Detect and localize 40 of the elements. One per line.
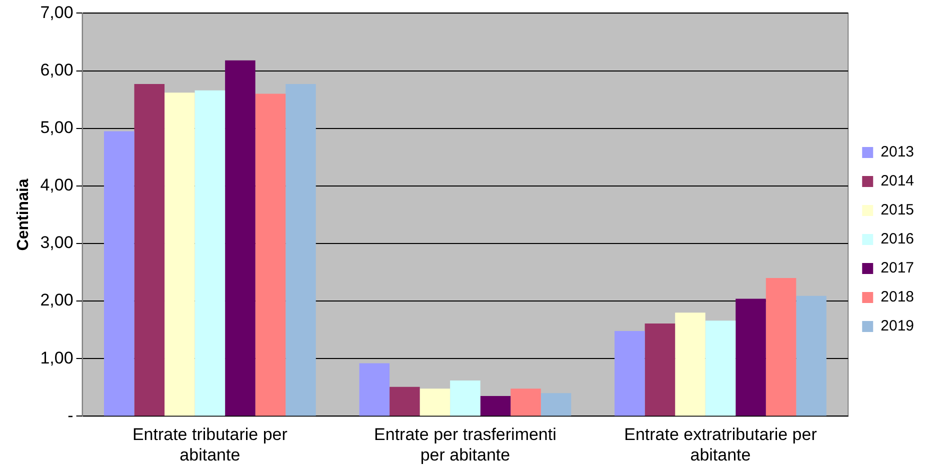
- y-tick-label: 3,00: [40, 233, 74, 252]
- bar: [766, 278, 796, 416]
- y-tick-label: 1,00: [40, 348, 74, 368]
- bar: [540, 393, 572, 416]
- bar: [255, 94, 286, 416]
- y-axis-title: Centinaia: [15, 178, 32, 251]
- legend-label: 2015: [880, 202, 914, 219]
- bar: [420, 388, 450, 416]
- bar: [359, 363, 390, 416]
- y-tick-label: 5,00: [40, 118, 74, 138]
- bar: [705, 320, 736, 416]
- bar: [104, 131, 134, 416]
- y-tick-label: 7,00: [40, 2, 74, 22]
- legend-label: 2019: [880, 318, 914, 335]
- bar: [614, 330, 645, 416]
- legend-label: 2017: [880, 260, 914, 277]
- legend-label: 2014: [880, 172, 914, 190]
- bar: [675, 312, 706, 416]
- y-tick-label: 2,00: [40, 290, 74, 310]
- bar: [134, 84, 165, 416]
- bar: [736, 298, 766, 416]
- legend-label: 2016: [880, 230, 914, 248]
- x-tick-label: Entrate tributarie per abitante: [132, 425, 288, 464]
- bar: [480, 396, 511, 416]
- x-tick-label: Entrate per trasferimenti per abitante: [374, 425, 556, 464]
- bar: [390, 386, 420, 416]
- bar: [450, 380, 480, 416]
- bar: [194, 90, 226, 416]
- bar: [796, 296, 826, 416]
- bar: [164, 92, 195, 416]
- legend-label: 2018: [880, 288, 914, 306]
- x-tick-label: Entrate extratributarie per abitante: [624, 425, 818, 464]
- y-tick-label: 4,00: [40, 176, 74, 195]
- y-tick-label: -: [68, 406, 74, 425]
- bar: [510, 388, 541, 416]
- bar: [225, 60, 256, 416]
- legend-label: 2013: [880, 144, 914, 161]
- bar: [644, 324, 676, 416]
- y-tick-label: 6,00: [40, 60, 74, 80]
- bar: [286, 84, 316, 416]
